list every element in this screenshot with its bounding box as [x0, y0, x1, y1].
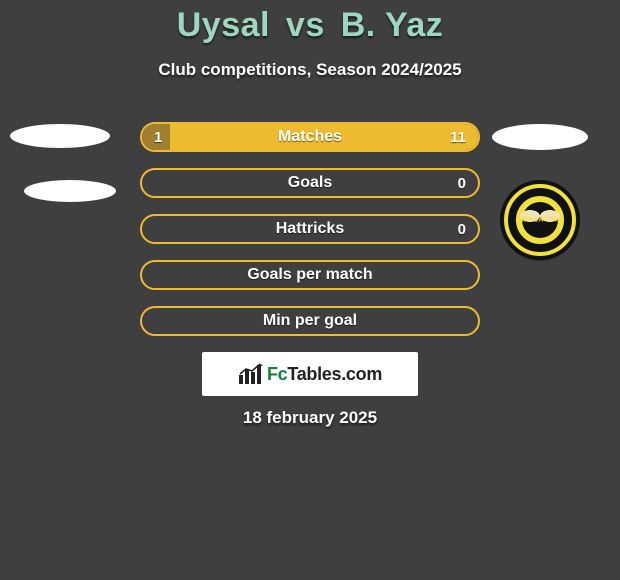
stat-label: Min per goal — [142, 308, 478, 334]
stat-label: Hattricks — [142, 216, 478, 242]
player2-photo-placeholder — [492, 124, 588, 150]
stat-row: Matches111 — [140, 122, 480, 152]
bars-icon — [238, 363, 264, 385]
stat-value-right: 0 — [446, 216, 478, 242]
page-title: Uysal vs B. Yaz — [0, 6, 620, 45]
stat-row: Goals0 — [140, 168, 480, 198]
comparison-card: Uysal vs B. Yaz Club competitions, Seaso… — [0, 0, 620, 580]
player1-club-placeholder — [24, 180, 116, 202]
player2-club-badge: MALATYA — [500, 180, 580, 260]
stat-rows: Matches111Goals0Hattricks0Goals per matc… — [140, 122, 480, 352]
stat-value-left: 1 — [142, 124, 174, 150]
fctables-watermark: FcTables.com — [202, 352, 418, 396]
player1-name: Uysal — [177, 6, 270, 44]
stat-label: Goals — [142, 170, 478, 196]
stat-value-right: 0 — [446, 170, 478, 196]
player2-name: B. Yaz — [341, 6, 444, 44]
stat-value-right: 11 — [438, 124, 478, 150]
fctables-text: FcTables.com — [267, 364, 382, 385]
date-label: 18 february 2025 — [0, 408, 620, 428]
stat-row: Goals per match — [140, 260, 480, 290]
stat-label: Matches — [142, 124, 478, 150]
stat-row: Hattricks0 — [140, 214, 480, 244]
fctables-post: Tables — [287, 364, 341, 384]
stat-row: Min per goal — [140, 306, 480, 336]
subtitle: Club competitions, Season 2024/2025 — [0, 60, 620, 80]
fctables-pre: Fc — [267, 364, 287, 384]
stat-label: Goals per match — [142, 262, 478, 288]
vs-label: vs — [286, 6, 325, 44]
player1-photo-placeholder — [10, 124, 110, 148]
fctables-suffix: .com — [341, 364, 382, 384]
badge-text: MALATYA — [500, 217, 580, 224]
